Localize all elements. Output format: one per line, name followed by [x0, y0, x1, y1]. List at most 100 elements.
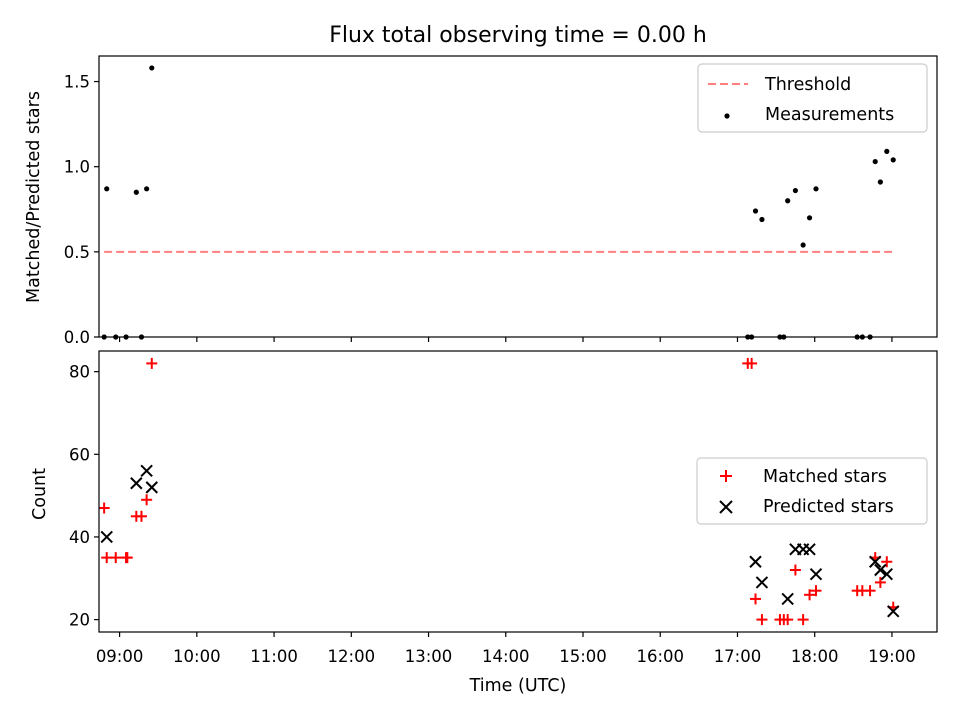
bottom-legend: Matched stars Predicted stars: [696, 457, 928, 525]
matched-legend-swatch: [720, 470, 732, 482]
predicted-star-stroke-b: [781, 592, 794, 606]
top-y-tick-label: 0.0: [64, 328, 90, 347]
bottom-x-tick-label: 19:00: [868, 647, 916, 666]
matched-star-point: [804, 589, 816, 601]
predicted-star-stroke-b: [140, 464, 153, 478]
predicted-star-stroke-b: [880, 567, 894, 581]
matched-star-point: [756, 614, 768, 626]
bottom-x-tick-label: 09:00: [96, 647, 144, 666]
predicted-star-stroke-b: [749, 555, 762, 568]
measurement-point: [813, 186, 819, 192]
measurement-point: [884, 148, 890, 154]
bottom-plot-frame: [98, 350, 938, 633]
top-y-tick-label: 1.5: [64, 73, 90, 92]
predicted-legend-label: Predicted stars: [763, 497, 894, 517]
matched-star-point: [141, 494, 153, 506]
matched-star-point: [881, 556, 893, 568]
matched-star-point: [864, 585, 876, 597]
measurement-point: [800, 242, 806, 248]
measurement-point: [104, 186, 110, 192]
bottom-y-tick-label: 40: [69, 528, 90, 547]
matched-star-point: [98, 502, 110, 514]
matched-star-point: [789, 564, 801, 576]
top-plot-frame: [98, 55, 938, 338]
matched-star-point: [110, 552, 122, 564]
top-panel: 0.0 0.5 1.0 1.5 Matched/Predicted stars Thr…: [24, 55, 938, 347]
matched-legend-label: Matched stars: [763, 467, 887, 487]
predicted-star-point: [874, 563, 887, 577]
measurement-point: [149, 65, 155, 71]
predicted-star-point: [869, 555, 882, 568]
top-x-ticks: [118, 337, 893, 342]
measurement-point: [785, 198, 791, 204]
matched-star-point: [797, 614, 809, 626]
predicted-star-stroke-b: [874, 563, 887, 577]
matched-star-point: [810, 585, 822, 597]
top-legend: Threshold Measurements: [697, 63, 928, 133]
predicted-star-point: [781, 592, 794, 606]
predicted-star-stroke-b: [803, 543, 816, 556]
measurements-legend-swatch: [724, 113, 730, 119]
matched-star-point: [121, 552, 133, 564]
measurement-point: [877, 179, 883, 185]
bottom-x-tick-label: 13:00: [405, 647, 453, 666]
bottom-y-tick-label: 60: [69, 445, 90, 464]
predicted-star-point: [130, 477, 143, 490]
bottom-x-ticks: 09:00 10:00 11:00 12:00 13:00 14:00 15:00 16:00…: [96, 632, 916, 666]
predicted-star-point: [755, 576, 769, 589]
bottom-x-tick-label: 17:00: [714, 647, 762, 666]
matched-star-point: [135, 510, 147, 522]
predicted-star-stroke-b: [809, 567, 823, 581]
measurement-point: [759, 216, 765, 223]
bottom-x-tick-label: 18:00: [791, 647, 839, 666]
threshold-legend-label: Threshold: [764, 75, 851, 95]
predicted-star-point: [803, 543, 816, 556]
matched-star-point: [146, 357, 158, 369]
top-y-tick-label: 1.0: [64, 158, 90, 177]
predicted-star-point: [140, 464, 153, 478]
measurement-point: [133, 189, 139, 195]
bottom-x-tick-label: 14:00: [482, 647, 530, 666]
measurements-legend-label: Measurements: [765, 105, 894, 125]
bottom-panel: 20 40 60 80 09:00 10:00 11:00 12:00 13:00 14:00 1…: [30, 350, 938, 696]
bottom-x-tick-label: 12:00: [328, 647, 376, 666]
matched-star-point: [746, 357, 758, 369]
predicted-star-point: [887, 605, 900, 618]
top-legend-box: [697, 63, 928, 133]
predicted-star-point: [809, 567, 823, 581]
predicted-legend-swatch: [719, 500, 733, 514]
predicted-star-stroke-b: [869, 555, 882, 568]
bottom-y-axis-label: Count: [30, 468, 50, 520]
predicted-star-stroke-b: [887, 605, 900, 618]
measurement-point: [890, 157, 896, 163]
matched-star-point: [782, 614, 794, 626]
bottom-x-axis-label: Time (UTC): [469, 676, 567, 696]
predicted-star-point: [749, 555, 762, 568]
matched-star-point: [874, 576, 886, 588]
predicted-star-stroke-b: [145, 481, 158, 494]
predicted-star-stroke-b: [755, 576, 769, 589]
bottom-y-tick-label: 80: [69, 363, 90, 382]
measurement-point: [144, 186, 150, 192]
bottom-x-tick-label: 15:00: [559, 647, 607, 666]
top-y-ticks: 0.0 0.5 1.0 1.5: [64, 73, 99, 347]
bottom-x-tick-label: 11:00: [250, 647, 298, 666]
top-chart-title: Flux total observing time = 0.00 h: [329, 23, 707, 48]
bottom-x-tick-label: 16:00: [636, 647, 684, 666]
top-marks: [101, 65, 896, 340]
measurement-point: [872, 158, 878, 165]
predicted-star-point: [880, 567, 894, 581]
measurement-point: [792, 187, 799, 194]
measurement-point: [806, 215, 813, 221]
predicted-star-point: [100, 530, 113, 544]
measurement-point: [752, 208, 759, 214]
bottom-x-tick-label: 10:00: [173, 647, 221, 666]
predicted-star-stroke-b: [130, 477, 143, 490]
bottom-marks: [98, 357, 900, 626]
matched-star-point: [749, 593, 761, 605]
bottom-legend-box: [696, 457, 928, 525]
top-y-axis-label: Matched/Predicted stars: [24, 91, 44, 303]
top-y-tick-label: 0.5: [64, 243, 90, 262]
bottom-y-ticks: 20 40 60 80: [69, 363, 99, 630]
